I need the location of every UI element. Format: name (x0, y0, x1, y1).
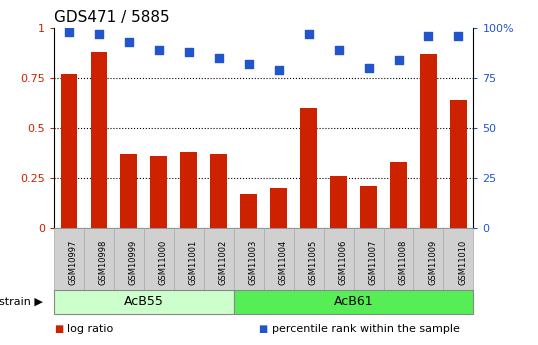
Bar (240, 194, 257, 228)
Bar (450, 100, 466, 228)
Text: percentile rank within the sample: percentile rank within the sample (272, 325, 459, 334)
Bar (54, 290, 233, 314)
Text: AcB55: AcB55 (124, 295, 164, 308)
Point (185, 49, 193, 55)
Bar (420, 53, 437, 228)
Bar (233, 228, 264, 290)
Text: GSM10997: GSM10997 (69, 239, 78, 285)
Point (364, 65, 373, 70)
Bar (294, 228, 323, 290)
Text: GSM11006: GSM11006 (338, 239, 348, 285)
Point (394, 57, 403, 62)
Point (124, 39, 133, 45)
Bar (61, 73, 77, 228)
Text: GSM10998: GSM10998 (99, 239, 108, 285)
Bar (174, 228, 204, 290)
Bar (210, 154, 227, 228)
Bar (414, 228, 443, 290)
Text: ■: ■ (54, 325, 63, 334)
Point (154, 47, 163, 52)
Bar (323, 228, 353, 290)
Point (244, 61, 253, 66)
Point (274, 67, 283, 72)
Text: GSM11005: GSM11005 (309, 239, 317, 285)
Text: GSM11004: GSM11004 (279, 239, 288, 285)
Point (214, 55, 223, 60)
Text: GSM10999: GSM10999 (129, 239, 138, 285)
Point (305, 31, 313, 36)
Bar (384, 228, 414, 290)
Text: GSM11008: GSM11008 (399, 239, 407, 285)
Bar (360, 186, 377, 228)
Bar (90, 52, 107, 228)
Point (95, 31, 103, 36)
Text: GSM11003: GSM11003 (249, 239, 258, 285)
Text: ■: ■ (258, 325, 267, 334)
Text: log ratio: log ratio (67, 325, 114, 334)
Bar (390, 162, 407, 228)
Bar (114, 228, 144, 290)
Point (424, 33, 433, 38)
Bar (271, 188, 287, 228)
Text: GSM11000: GSM11000 (159, 239, 168, 285)
Bar (330, 176, 347, 228)
Point (65, 29, 73, 34)
Bar (180, 152, 197, 228)
Bar (233, 290, 473, 314)
Text: GSM11007: GSM11007 (369, 239, 378, 285)
Text: AcB61: AcB61 (334, 295, 373, 308)
Text: GSM11010: GSM11010 (458, 239, 468, 285)
Text: GSM11001: GSM11001 (189, 239, 197, 285)
Bar (264, 228, 294, 290)
Bar (84, 228, 114, 290)
Bar (151, 156, 167, 228)
Bar (353, 228, 384, 290)
Text: strain ▶: strain ▶ (0, 297, 43, 307)
Bar (144, 228, 174, 290)
Bar (300, 108, 317, 228)
Text: GSM11002: GSM11002 (218, 239, 228, 285)
Text: GSM11009: GSM11009 (428, 239, 437, 285)
Text: GDS471 / 5885: GDS471 / 5885 (54, 10, 169, 25)
Bar (121, 154, 137, 228)
Point (334, 47, 343, 52)
Bar (204, 228, 233, 290)
Point (454, 33, 463, 38)
Bar (54, 228, 84, 290)
Bar (443, 228, 473, 290)
